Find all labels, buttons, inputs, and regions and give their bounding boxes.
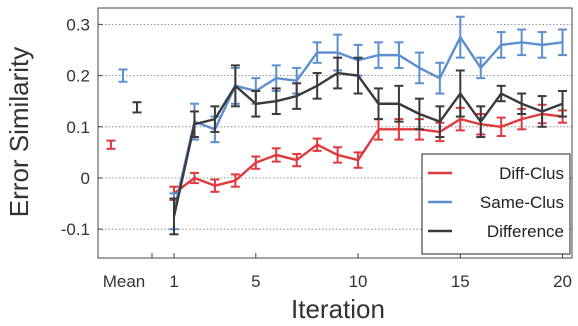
plot-frame	[97, 7, 573, 259]
mean-marker	[118, 68, 128, 83]
series-diff-clus	[106, 103, 568, 202]
data-point	[374, 41, 383, 69]
data-point	[271, 147, 281, 163]
data-point	[210, 105, 220, 133]
data-point	[333, 56, 343, 90]
data-point	[169, 197, 179, 236]
data-point	[230, 64, 240, 108]
data-point	[414, 51, 424, 85]
data-point	[353, 56, 363, 95]
data-point	[312, 137, 322, 152]
series-line	[173, 112, 563, 195]
data-point	[496, 31, 506, 59]
y-tick-label: 0.2	[66, 67, 90, 86]
y-tick-label: 0.1	[66, 118, 90, 137]
series-line	[172, 36, 563, 212]
data-point	[189, 171, 199, 185]
data-point	[251, 89, 261, 118]
x-tick-label: 15	[451, 272, 470, 291]
data-point	[455, 15, 465, 59]
data-point	[271, 87, 281, 115]
data-point	[414, 97, 424, 131]
data-point	[496, 84, 506, 103]
x-tick-label: 1	[169, 272, 178, 291]
legend-box	[421, 153, 571, 255]
data-point	[374, 87, 383, 121]
legend: Diff-Clus Same-Clus Difference	[421, 153, 571, 255]
data-point	[394, 84, 404, 123]
mean-marker	[106, 139, 116, 150]
data-point	[517, 92, 527, 115]
data-point	[333, 146, 343, 164]
legend-label: Difference	[487, 222, 564, 241]
x-tick-label: 10	[349, 272, 368, 291]
data-point	[435, 61, 445, 95]
data-point	[312, 41, 322, 64]
legend-label: Same-Clus	[480, 193, 564, 212]
data-point	[230, 173, 240, 188]
data-point	[558, 89, 568, 118]
x-tick-label-mean: Mean	[103, 272, 146, 291]
data-point	[476, 56, 486, 80]
data-point	[189, 110, 199, 139]
series-difference	[132, 56, 568, 236]
y-tick-label: 0	[81, 169, 90, 188]
data-point	[210, 178, 220, 193]
data-point	[353, 151, 363, 169]
data-point	[312, 72, 322, 100]
x-tick-label: 5	[251, 272, 260, 291]
data-point	[251, 155, 261, 170]
data-point	[496, 116, 506, 138]
plot-border	[97, 7, 573, 259]
y-axis-title: Error Similarity	[4, 47, 34, 217]
series-layer	[106, 15, 568, 236]
y-tick-label: -0.1	[61, 220, 90, 239]
data-point	[394, 41, 404, 69]
data-point	[292, 152, 302, 168]
data-point	[292, 82, 302, 110]
x-tick-label: 20	[553, 272, 572, 291]
data-point	[537, 95, 547, 128]
data-point	[476, 105, 486, 139]
legend-label: Diff-Clus	[499, 164, 564, 183]
x-axis-title: Iteration	[291, 294, 385, 324]
mean-marker	[132, 101, 142, 114]
data-point	[517, 28, 527, 57]
data-point	[537, 31, 547, 59]
series-line	[172, 71, 563, 217]
data-point	[455, 69, 465, 118]
data-point	[435, 105, 445, 139]
data-point	[558, 28, 568, 57]
y-tick-label: 0.3	[66, 15, 90, 34]
